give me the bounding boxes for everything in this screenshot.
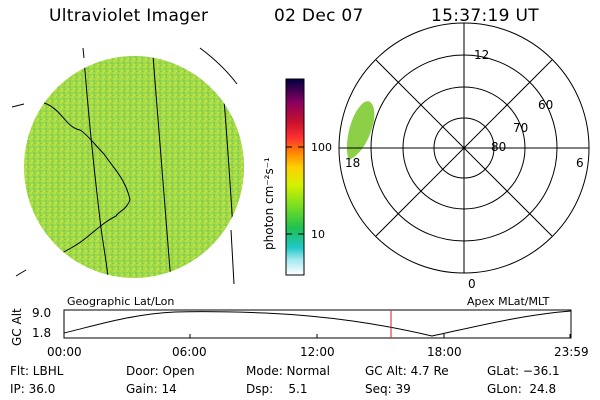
altitude-plot [63, 309, 572, 339]
door-info: Door: Open [126, 364, 195, 378]
colorbar [285, 78, 305, 276]
seq-info: Seq: 39 [365, 382, 411, 396]
colorbar-unit-label: photon cm⁻²s⁻¹ [262, 157, 276, 250]
aurora-oval [346, 101, 375, 160]
time-label: 15:37:19 UT [431, 6, 539, 26]
latitude-line [199, 47, 238, 85]
coastline-line [15, 269, 27, 277]
polar-plot [338, 22, 590, 274]
image-caption: Geographic Lat/Lon [67, 295, 175, 308]
x-tick-label: 06:00 [172, 345, 207, 359]
x-tick-label: 18:00 [427, 345, 462, 359]
dsp-info: Dsp: 5.1 [246, 382, 308, 396]
coastline-line [11, 103, 25, 108]
gcalt-info: GC Alt: 4.7 Re [365, 364, 449, 378]
ip-info: IP: 36.0 [10, 382, 56, 396]
x-tick-label: 00:00 [47, 345, 82, 359]
mlt-line-diag [375, 59, 553, 237]
polar-lat-label-70: 70 [513, 121, 529, 135]
longitude-line [230, 229, 235, 285]
date-label: 02 Dec 07 [274, 6, 364, 26]
longitude-line [83, 57, 109, 278]
app-title: Ultraviolet Imager [49, 6, 209, 26]
glon-info: GLon: 24.8 [487, 382, 557, 396]
flt-info: Flt: LBHL [10, 364, 64, 378]
polar-mlt-label-6: 6 [576, 156, 584, 170]
x-tick-label: 12:00 [300, 345, 335, 359]
polar-mlt-label-18: 18 [345, 156, 361, 170]
polar-lat-label-60: 60 [538, 98, 554, 112]
altitude-ylabel: GC Alt [10, 308, 24, 346]
x-tick-label: 23:59 [554, 345, 589, 359]
glat-info: GLat: −36.1 [487, 364, 560, 378]
altitude-ymin-label: 1.8 [32, 326, 52, 340]
polar-mlt-label-0: 0 [468, 277, 476, 291]
longitude-line [82, 47, 85, 59]
uv-earth-image [11, 47, 244, 285]
gain-info: Gain: 14 [126, 382, 177, 396]
longitude-line [152, 56, 173, 278]
polar-caption: Apex MLat/MLT [467, 295, 550, 308]
altitude-ymax-label: 9.0 [32, 306, 52, 320]
colorbar-tick-100: 100 [311, 141, 332, 154]
polar-mlt-label-12: 12 [474, 48, 490, 62]
polar-lat-label-80: 80 [491, 140, 507, 154]
mode-info: Mode: Normal [246, 364, 330, 378]
altitude-curve [63, 310, 572, 337]
colorbar-tick-10: 10 [311, 228, 325, 241]
